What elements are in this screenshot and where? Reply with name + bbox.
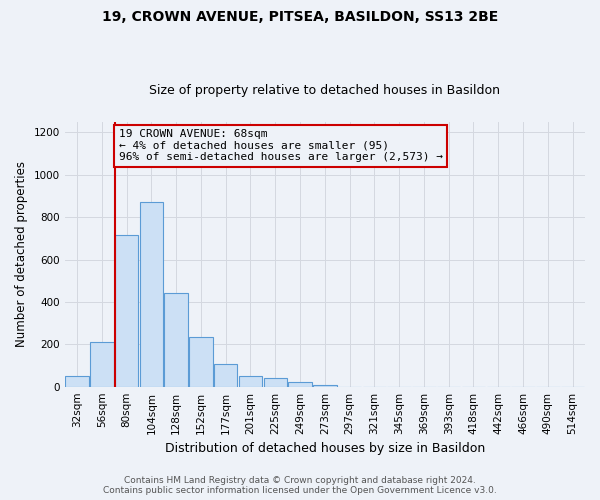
Bar — [214, 364, 238, 386]
Bar — [239, 376, 262, 386]
Bar — [115, 235, 139, 386]
Bar — [65, 376, 89, 386]
Bar — [313, 384, 337, 386]
Text: 19 CROWN AVENUE: 68sqm
← 4% of detached houses are smaller (95)
96% of semi-deta: 19 CROWN AVENUE: 68sqm ← 4% of detached … — [119, 129, 443, 162]
Bar — [263, 378, 287, 386]
Bar — [164, 294, 188, 386]
Title: Size of property relative to detached houses in Basildon: Size of property relative to detached ho… — [149, 84, 500, 97]
Bar — [90, 342, 113, 386]
Bar — [288, 382, 312, 386]
Text: Contains HM Land Registry data © Crown copyright and database right 2024.
Contai: Contains HM Land Registry data © Crown c… — [103, 476, 497, 495]
Bar — [189, 337, 213, 386]
X-axis label: Distribution of detached houses by size in Basildon: Distribution of detached houses by size … — [165, 442, 485, 455]
Y-axis label: Number of detached properties: Number of detached properties — [15, 161, 28, 347]
Bar — [140, 202, 163, 386]
Text: 19, CROWN AVENUE, PITSEA, BASILDON, SS13 2BE: 19, CROWN AVENUE, PITSEA, BASILDON, SS13… — [102, 10, 498, 24]
